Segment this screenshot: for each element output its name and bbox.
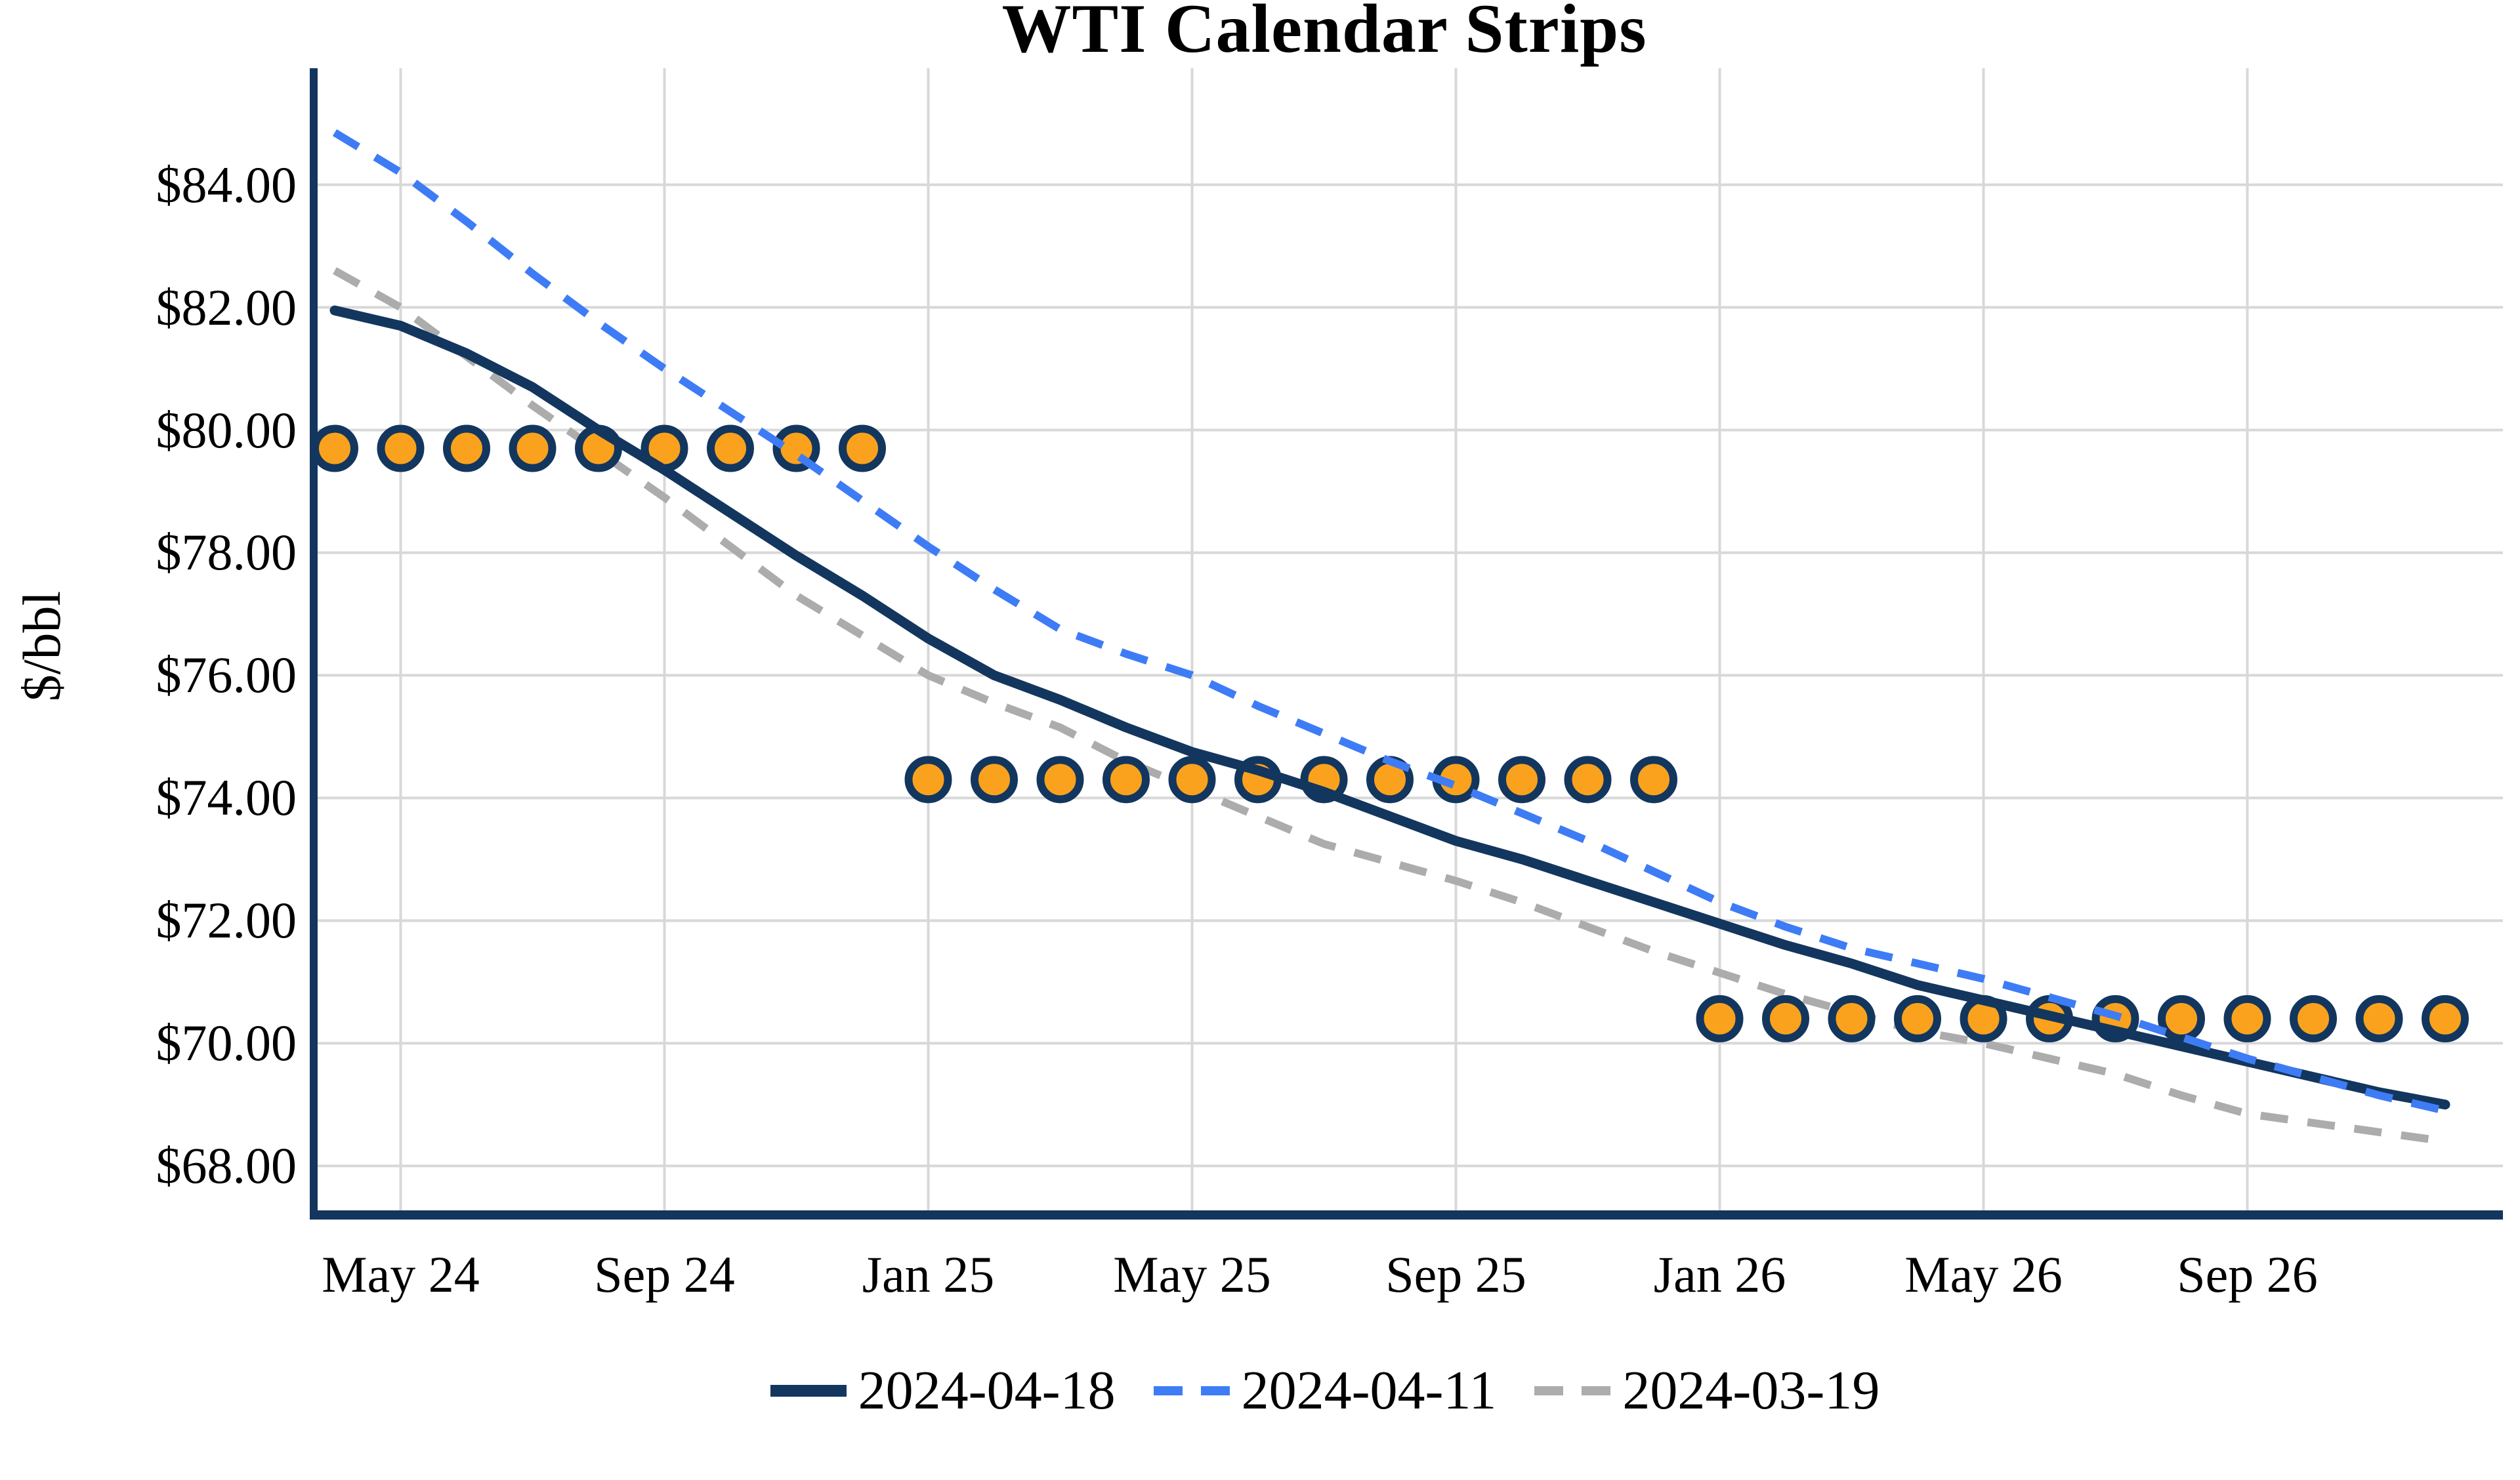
legend: 2024-04-18 2024-04-11 2024-03-19 (314, 1359, 2335, 1422)
y-tick-label: $76.00 (156, 646, 297, 704)
x-tick-label: Jan 26 (1653, 1246, 1786, 1303)
x-tick-label: Sep 25 (1385, 1246, 1526, 1303)
strip-marker (2422, 995, 2469, 1042)
series-line-2024-04-18 (329, 305, 2450, 1110)
strip-marker (1696, 995, 1744, 1042)
strip-marker (2290, 995, 2337, 1042)
legend-label: 2024-04-18 (858, 1360, 1116, 1421)
y-tick-label: $72.00 (156, 892, 297, 949)
x-tick-label: Jan 25 (862, 1246, 995, 1303)
strip-marker (311, 424, 358, 472)
strip-marker (839, 424, 886, 472)
strip-marker (971, 756, 1018, 804)
series-line-2024-03-19 (333, 267, 2446, 1145)
legend-line-swatch-dashed (1534, 1386, 1611, 1395)
strip-marker (707, 424, 754, 472)
y-tick-label: $78.00 (156, 524, 297, 581)
y-tick-label: $82.00 (156, 278, 297, 336)
y-tick-label: $74.00 (156, 769, 297, 827)
legend-item-2024-04-11: 2024-04-11 (1152, 1359, 1497, 1422)
strip-marker (1828, 995, 1876, 1042)
legend-item-2024-03-19: 2024-03-19 (1533, 1359, 1880, 1422)
strip-marker (1630, 756, 1677, 804)
strip-markers (311, 424, 2469, 1042)
strip-marker (1762, 995, 1809, 1042)
strip-marker (904, 756, 952, 804)
chart-title: WTI Calendar Strips (1001, 0, 1647, 67)
strip-marker (1102, 756, 1150, 804)
x-tick-label: Sep 26 (2177, 1246, 2318, 1303)
x-tick-label: May 24 (322, 1246, 480, 1303)
legend-line-swatch-solid (770, 1385, 847, 1397)
x-tick-label: Sep 24 (594, 1246, 735, 1303)
strip-marker (509, 424, 556, 472)
y-tick-label: $80.00 (156, 401, 297, 459)
x-tick-label: May 26 (1904, 1246, 2063, 1303)
legend-item-2024-04-18: 2024-04-18 (769, 1359, 1116, 1422)
strip-marker (1894, 995, 1941, 1042)
y-tick-label: $70.00 (156, 1014, 297, 1072)
strip-marker (1564, 756, 1612, 804)
strip-marker (443, 424, 490, 472)
strip-marker (377, 424, 425, 472)
strip-marker (2158, 995, 2205, 1042)
legend-label: 2024-03-19 (1622, 1360, 1880, 1421)
legend-line-swatch-dashed (1153, 1386, 1230, 1395)
strip-marker (2355, 995, 2403, 1042)
y-tick-label: $68.00 (156, 1137, 297, 1195)
legend-label: 2024-04-11 (1241, 1360, 1497, 1421)
vertical-gridlines (399, 68, 2249, 1215)
y-tick-label: $84.00 (156, 155, 297, 213)
x-tick-label: May 25 (1113, 1246, 1271, 1303)
series-line-2024-04-11 (332, 129, 2446, 1115)
strip-marker (1498, 756, 1545, 804)
strip-marker (1168, 756, 1216, 804)
strip-marker (1036, 756, 1084, 804)
strip-marker (2223, 995, 2271, 1042)
